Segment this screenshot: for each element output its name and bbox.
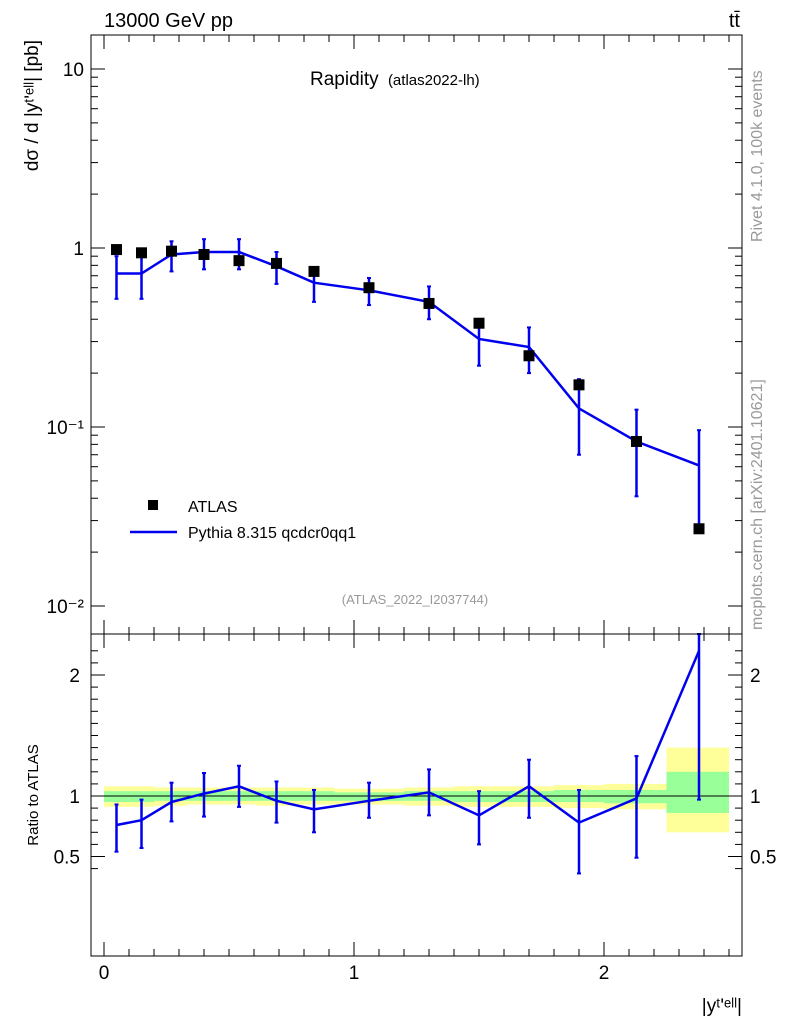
plot-title-sub: (atlas2022-lh) (388, 72, 480, 89)
ratio-ytick-label: 1 (69, 787, 80, 808)
atlas-data-point (233, 255, 245, 267)
ratio-ytick-label-right: 1 (750, 787, 761, 808)
process-label: tt̄ (729, 10, 741, 32)
atlas-data-point (308, 265, 320, 277)
legend: ATLAS Pythia 8.315 qcdcr0qq1 (130, 499, 356, 542)
plot-title-main: Rapidity (310, 69, 379, 90)
ratio-mc-series (114, 633, 701, 875)
atlas-data-point (473, 317, 485, 329)
xtick-label: 1 (349, 963, 360, 984)
analysis-id: (ATLAS_2022_I2037744) (342, 592, 488, 607)
main-ytick-label: 10⁻¹ (47, 418, 85, 439)
legend-atlas-label: ATLAS (188, 499, 238, 516)
ratio-axis-ticks: 0.5 0.5 1 1 2 2 0 1 2 (54, 634, 776, 984)
atlas-data-point (693, 523, 705, 535)
legend-mc-label: Pythia 8.315 qcdcr0qq1 (188, 525, 356, 542)
atlas-series (111, 244, 705, 535)
ratio-ytick-label: 2 (69, 666, 80, 687)
mc-series (114, 238, 701, 533)
atlas-data-point (198, 248, 210, 260)
source-label: mcplots.cern.ch [arXiv:2401.10621] (749, 379, 766, 630)
atlas-data-point (271, 257, 282, 269)
ratio-plot: 0.5 0.5 1 1 2 2 0 1 2 Ratio to ATLAS (25, 633, 776, 984)
ratio-y-label: Ratio to ATLAS (25, 744, 42, 845)
ratio-ytick-label: 0.5 (54, 848, 80, 869)
main-ytick-label: 10⁻² (47, 597, 85, 618)
plot-title: Rapidity (atlas2022-lh) (310, 69, 480, 90)
atlas-data-point (111, 244, 122, 256)
main-ytick-label: 10 (63, 60, 84, 81)
ratio-ytick-label-right: 0.5 (750, 848, 776, 869)
x-axis-label: |yᵗ'ᵉˡˡ| (702, 996, 742, 1017)
xtick-label: 2 (599, 963, 610, 984)
ratio-plot-frame (90, 633, 743, 957)
main-plot-frame (90, 34, 743, 635)
main-ytick-label: 1 (73, 239, 84, 260)
mc-line (116, 250, 700, 467)
atlas-data-point (136, 247, 147, 259)
main-y-label: dσ / d |yᵗ'ᵉˡˡ| [pb] (22, 40, 43, 171)
main-axis-ticks: 10⁻² 10⁻¹ 1 10 (47, 35, 742, 634)
atlas-data-point (573, 379, 585, 391)
atlas-data-point (631, 435, 642, 447)
atlas-data-point (523, 350, 535, 362)
atlas-data-point (363, 282, 375, 294)
ratio-ytick-label-right: 2 (750, 666, 761, 687)
ratio-band-inner (129, 791, 154, 803)
main-plot: 10⁻² 10⁻¹ 1 10 Rapidity (atlas2022-lh) (ATL… (22, 34, 743, 635)
atlas-data-point (166, 245, 177, 257)
ratio-band-inner (104, 791, 129, 803)
rivet-label: Rivet 4.1.0, 100k events (749, 70, 766, 242)
legend-atlas-marker (148, 500, 158, 510)
xtick-label: 0 (99, 963, 110, 984)
energy-label: 13000 GeV pp (104, 10, 233, 32)
atlas-data-point (423, 297, 435, 309)
ratio-mc-line (116, 650, 701, 827)
